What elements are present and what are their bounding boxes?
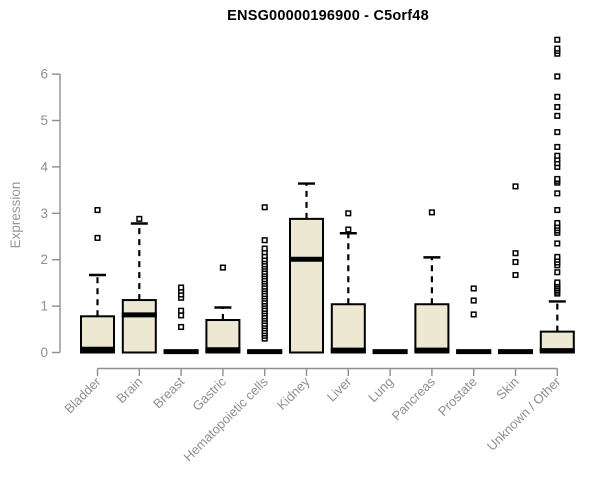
outlier-point [178, 323, 185, 331]
outlier-point [554, 93, 561, 100]
box [205, 319, 241, 354]
x-tick-label: Pancreas [389, 374, 439, 424]
outlier-point [554, 269, 561, 276]
outlier-point [554, 73, 561, 80]
x-tick-label: Prostate [435, 374, 480, 419]
y-tick-label: 0 [40, 345, 48, 360]
chart-title: ENSG00000196900 - C5orf48 [227, 8, 429, 24]
outlier-point [470, 297, 477, 304]
outlier-point [136, 215, 143, 222]
outlier-point [345, 226, 352, 233]
outlier-point [554, 175, 561, 183]
y-tick-label: 1 [40, 299, 48, 314]
outlier-point [94, 234, 101, 241]
x-tick-label: Liver [324, 374, 355, 405]
outlier-point [512, 258, 519, 266]
outlier-point [554, 152, 561, 159]
outlier-point [512, 183, 519, 190]
x-tick-label: Lung [365, 374, 396, 405]
outlier-point [94, 207, 101, 214]
outlier-point [219, 264, 226, 271]
x-tick-label: Bladder [61, 374, 104, 417]
x-tick-label: Skin [493, 374, 521, 402]
outlier-point [261, 204, 268, 211]
outlier-point [345, 210, 352, 217]
outlier-point [554, 45, 561, 52]
outlier-point [261, 245, 268, 252]
outlier-point [554, 240, 561, 247]
outlier-point [470, 311, 477, 318]
outlier-point [554, 279, 561, 286]
box [330, 303, 366, 354]
outlier-point [554, 143, 561, 150]
outlier-point [554, 190, 561, 197]
outlier-point [554, 103, 561, 111]
x-tick-label: Kidney [274, 374, 313, 413]
outlier-point [554, 219, 561, 227]
outlier-point [554, 36, 561, 43]
x-tick-label: Unknown / Other [484, 374, 564, 454]
box [80, 315, 115, 354]
outlier-point [428, 209, 435, 216]
outlier-point [178, 307, 185, 314]
x-tick-label: Breast [150, 374, 187, 411]
y-tick-label: 3 [40, 206, 48, 221]
outlier-point [261, 237, 268, 244]
y-tick-label: 4 [40, 159, 48, 174]
box [289, 217, 324, 354]
x-tick-label: Brain [113, 374, 145, 406]
outlier-point [554, 253, 561, 260]
box [121, 299, 157, 354]
box [414, 303, 450, 354]
outlier-point [512, 271, 519, 279]
outlier-point [554, 129, 561, 136]
y-tick-label: 5 [40, 113, 48, 128]
outlier-point [470, 285, 477, 292]
outlier-point [554, 207, 561, 214]
outlier-point [178, 284, 185, 291]
y-tick-label: 2 [40, 252, 48, 267]
outlier-point [554, 112, 561, 119]
y-tick-label: 6 [40, 67, 48, 82]
x-tick-label: Gastric [189, 374, 229, 414]
outlier-point [512, 250, 519, 257]
